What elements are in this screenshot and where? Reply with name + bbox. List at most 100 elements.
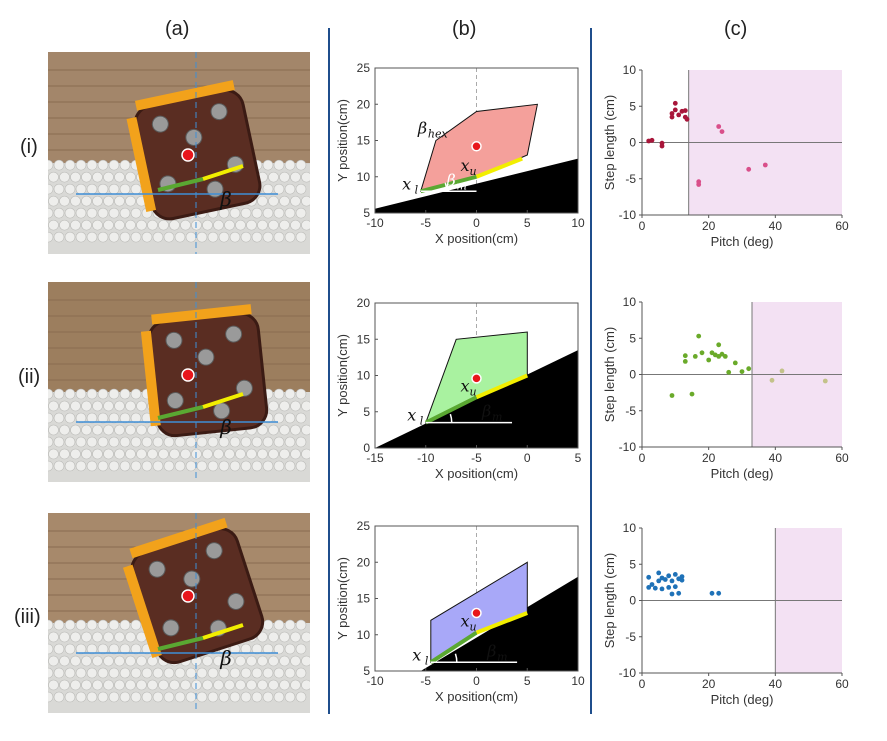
- beta-m-arc: [449, 413, 453, 423]
- column-divider-left: [328, 28, 330, 714]
- bead: [295, 667, 307, 679]
- bead: [158, 448, 169, 460]
- bead: [97, 231, 109, 243]
- bead: [53, 643, 65, 655]
- robot-joint: [205, 542, 223, 560]
- y-tick-label: 5: [363, 206, 370, 220]
- bead: [48, 195, 59, 207]
- bead: [86, 643, 98, 655]
- bead: [114, 655, 125, 667]
- bead: [240, 231, 252, 243]
- data-point: [716, 342, 722, 348]
- bead: [53, 388, 65, 400]
- bead: [268, 171, 279, 183]
- bead: [141, 231, 153, 243]
- data-point: [682, 359, 688, 364]
- data-point: [716, 590, 722, 596]
- bead: [284, 436, 296, 448]
- bead: [125, 171, 136, 183]
- data-point: [676, 590, 682, 596]
- bead: [251, 691, 263, 703]
- bead: [284, 667, 296, 679]
- bead: [295, 619, 307, 631]
- bead: [75, 231, 87, 243]
- x-u-subscript: u: [470, 165, 477, 178]
- bead: [262, 159, 274, 171]
- robot-orange-beam: [140, 330, 161, 427]
- bead: [86, 388, 98, 400]
- bead: [218, 460, 230, 472]
- bead: [290, 400, 301, 412]
- bead: [229, 460, 241, 472]
- bead: [163, 691, 175, 703]
- bead: [125, 679, 136, 691]
- bead: [48, 171, 59, 183]
- y-tick-label: -10: [619, 208, 637, 222]
- y-tick-label: -5: [625, 172, 636, 186]
- data-point: [689, 391, 695, 397]
- column-divider-right: [590, 28, 592, 714]
- data-point: [746, 166, 752, 172]
- data-point: [669, 393, 675, 398]
- robot-body: [140, 304, 269, 438]
- bead: [130, 460, 142, 472]
- data-point: [696, 333, 702, 339]
- bead: [163, 460, 175, 472]
- beta-annotation: β: [219, 646, 232, 670]
- bead: [97, 183, 109, 195]
- bead: [295, 231, 307, 243]
- bead: [97, 159, 109, 171]
- bead: [235, 219, 246, 231]
- geometry-panel-iii: -10 -5 0 5 10 5 10 15 20 25 X position(cm) Y positi…: [335, 518, 587, 708]
- bead: [136, 448, 147, 460]
- bead: [246, 679, 257, 691]
- ground-slope: [375, 158, 578, 213]
- x-tick-label: -10: [366, 216, 384, 230]
- data-point: [719, 129, 725, 134]
- bead: [103, 424, 114, 436]
- y-tick-label: 15: [357, 134, 371, 148]
- bead: [53, 183, 65, 195]
- bead: [64, 667, 76, 679]
- bead: [92, 424, 103, 436]
- x-axis-title: X position(cm): [435, 466, 518, 481]
- bead: [48, 691, 54, 703]
- bead: [180, 448, 191, 460]
- bead: [290, 655, 301, 667]
- bead: [86, 667, 98, 679]
- bead: [284, 231, 296, 243]
- bead: [92, 679, 103, 691]
- bead: [103, 219, 114, 231]
- bead: [119, 159, 131, 171]
- bead: [213, 448, 224, 460]
- bead: [268, 679, 279, 691]
- y-tick-label: 15: [357, 592, 371, 606]
- bead: [70, 679, 81, 691]
- bead: [174, 231, 186, 243]
- robot-photo-iii: β: [48, 513, 310, 713]
- bead: [86, 619, 98, 631]
- x-tick-label: 0: [639, 677, 646, 691]
- bead: [268, 631, 279, 643]
- bead: [48, 631, 59, 643]
- bead: [119, 667, 131, 679]
- bead: [114, 195, 125, 207]
- bead: [185, 460, 197, 472]
- scatter-chart-ii: 0 20 40 60 -10 -5 0 5 10 Pitch (deg) Step length (…: [600, 292, 860, 484]
- bead: [130, 388, 142, 400]
- bead: [53, 207, 65, 219]
- bead: [59, 448, 70, 460]
- bead: [301, 448, 310, 460]
- lower-segment: [424, 395, 478, 425]
- bead: [185, 667, 197, 679]
- bead: [284, 643, 296, 655]
- bead: [284, 691, 296, 703]
- y-tick-label: 10: [623, 63, 637, 77]
- x-tick-label: -15: [366, 451, 384, 465]
- bead: [268, 219, 279, 231]
- data-point: [726, 369, 732, 375]
- bead: [81, 424, 92, 436]
- bead: [136, 655, 147, 667]
- bead: [75, 667, 87, 679]
- data-point: [822, 378, 828, 384]
